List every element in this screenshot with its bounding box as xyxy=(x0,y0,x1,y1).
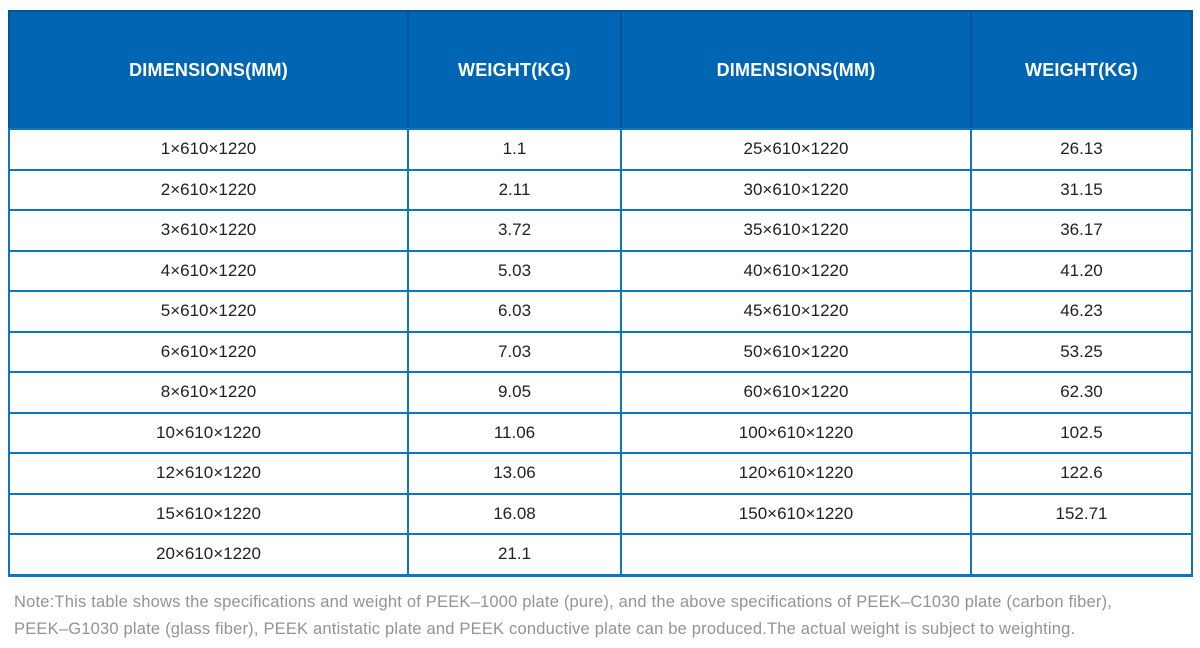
dimension-cell: 8×610×1220 xyxy=(8,371,409,414)
table-row: 5×610×1220 6.03 45×610×1220 46.23 xyxy=(8,290,1193,333)
weight-cell: 31.15 xyxy=(970,168,1193,211)
table-row: 3×610×1220 3.72 35×610×1220 36.17 xyxy=(8,209,1193,252)
header-weight-right: WEIGHT(KG) xyxy=(970,10,1193,130)
table-row: 2×610×1220 2.11 30×610×1220 31.15 xyxy=(8,168,1193,211)
weight-cell: 9.05 xyxy=(407,371,622,414)
dimension-cell: 45×610×1220 xyxy=(620,290,972,333)
weight-cell: 16.08 xyxy=(407,492,622,535)
weight-cell: 41.20 xyxy=(970,249,1193,292)
dimension-cell: 120×610×1220 xyxy=(620,452,972,495)
dimension-cell: 150×610×1220 xyxy=(620,492,972,535)
note-line-2: PEEK–G1030 plate (glass fiber), PEEK ant… xyxy=(14,619,1076,638)
weight-cell: 2.11 xyxy=(407,168,622,211)
dimension-cell: 50×610×1220 xyxy=(620,330,972,373)
weight-cell: 102.5 xyxy=(970,411,1193,454)
weight-cell: 21.1 xyxy=(407,533,622,577)
dimension-cell: 3×610×1220 xyxy=(8,209,409,252)
weight-cell: 152.71 xyxy=(970,492,1193,535)
table-row: 15×610×1220 16.08 150×610×1220 152.71 xyxy=(8,492,1193,535)
table-row: 1×610×1220 1.1 25×610×1220 26.13 xyxy=(8,128,1193,171)
table-row: 4×610×1220 5.03 40×610×1220 41.20 xyxy=(8,249,1193,292)
weight-cell: 6.03 xyxy=(407,290,622,333)
weight-cell: 26.13 xyxy=(970,128,1193,171)
dimension-cell: 25×610×1220 xyxy=(620,128,972,171)
dimension-cell: 4×610×1220 xyxy=(8,249,409,292)
weight-cell: 53.25 xyxy=(970,330,1193,373)
dimension-cell: 10×610×1220 xyxy=(8,411,409,454)
note-line-1: Note:This table shows the specifications… xyxy=(14,592,1113,611)
note-text: Note:This table shows the specifications… xyxy=(8,577,1191,643)
dimension-cell: 15×610×1220 xyxy=(8,492,409,535)
dimension-cell: 35×610×1220 xyxy=(620,209,972,252)
table-row: 6×610×1220 7.03 50×610×1220 53.25 xyxy=(8,330,1193,373)
weight-cell: 122.6 xyxy=(970,452,1193,495)
table-row: 10×610×1220 11.06 100×610×1220 102.5 xyxy=(8,411,1193,454)
table-row: 8×610×1220 9.05 60×610×1220 62.30 xyxy=(8,371,1193,414)
dimension-cell: 100×610×1220 xyxy=(620,411,972,454)
dimension-cell: 30×610×1220 xyxy=(620,168,972,211)
header-dimensions-right: DIMENSIONS(MM) xyxy=(620,10,972,130)
dimension-cell: 5×610×1220 xyxy=(8,290,409,333)
table-header-row: DIMENSIONS(MM) WEIGHT(KG) DIMENSIONS(MM)… xyxy=(8,10,1193,130)
dimension-cell: 12×610×1220 xyxy=(8,452,409,495)
weight-cell: 46.23 xyxy=(970,290,1193,333)
weight-cell: 1.1 xyxy=(407,128,622,171)
dimension-cell: 6×610×1220 xyxy=(8,330,409,373)
weight-cell xyxy=(970,533,1193,577)
header-dimensions-left: DIMENSIONS(MM) xyxy=(8,10,409,130)
weight-cell: 3.72 xyxy=(407,209,622,252)
dimension-cell: 2×610×1220 xyxy=(8,168,409,211)
table-row: 20×610×1220 21.1 xyxy=(8,533,1193,577)
dimension-cell: 1×610×1220 xyxy=(8,128,409,171)
dimension-cell: 40×610×1220 xyxy=(620,249,972,292)
dimension-cell: 60×610×1220 xyxy=(620,371,972,414)
table-row: 12×610×1220 13.06 120×610×1220 122.6 xyxy=(8,452,1193,495)
dimension-cell xyxy=(620,533,972,577)
spec-weight-table: DIMENSIONS(MM) WEIGHT(KG) DIMENSIONS(MM)… xyxy=(8,10,1193,577)
weight-cell: 5.03 xyxy=(407,249,622,292)
weight-cell: 36.17 xyxy=(970,209,1193,252)
weight-cell: 7.03 xyxy=(407,330,622,373)
dimension-cell: 20×610×1220 xyxy=(8,533,409,577)
weight-cell: 11.06 xyxy=(407,411,622,454)
weight-cell: 13.06 xyxy=(407,452,622,495)
weight-cell: 62.30 xyxy=(970,371,1193,414)
header-weight-left: WEIGHT(KG) xyxy=(407,10,622,130)
